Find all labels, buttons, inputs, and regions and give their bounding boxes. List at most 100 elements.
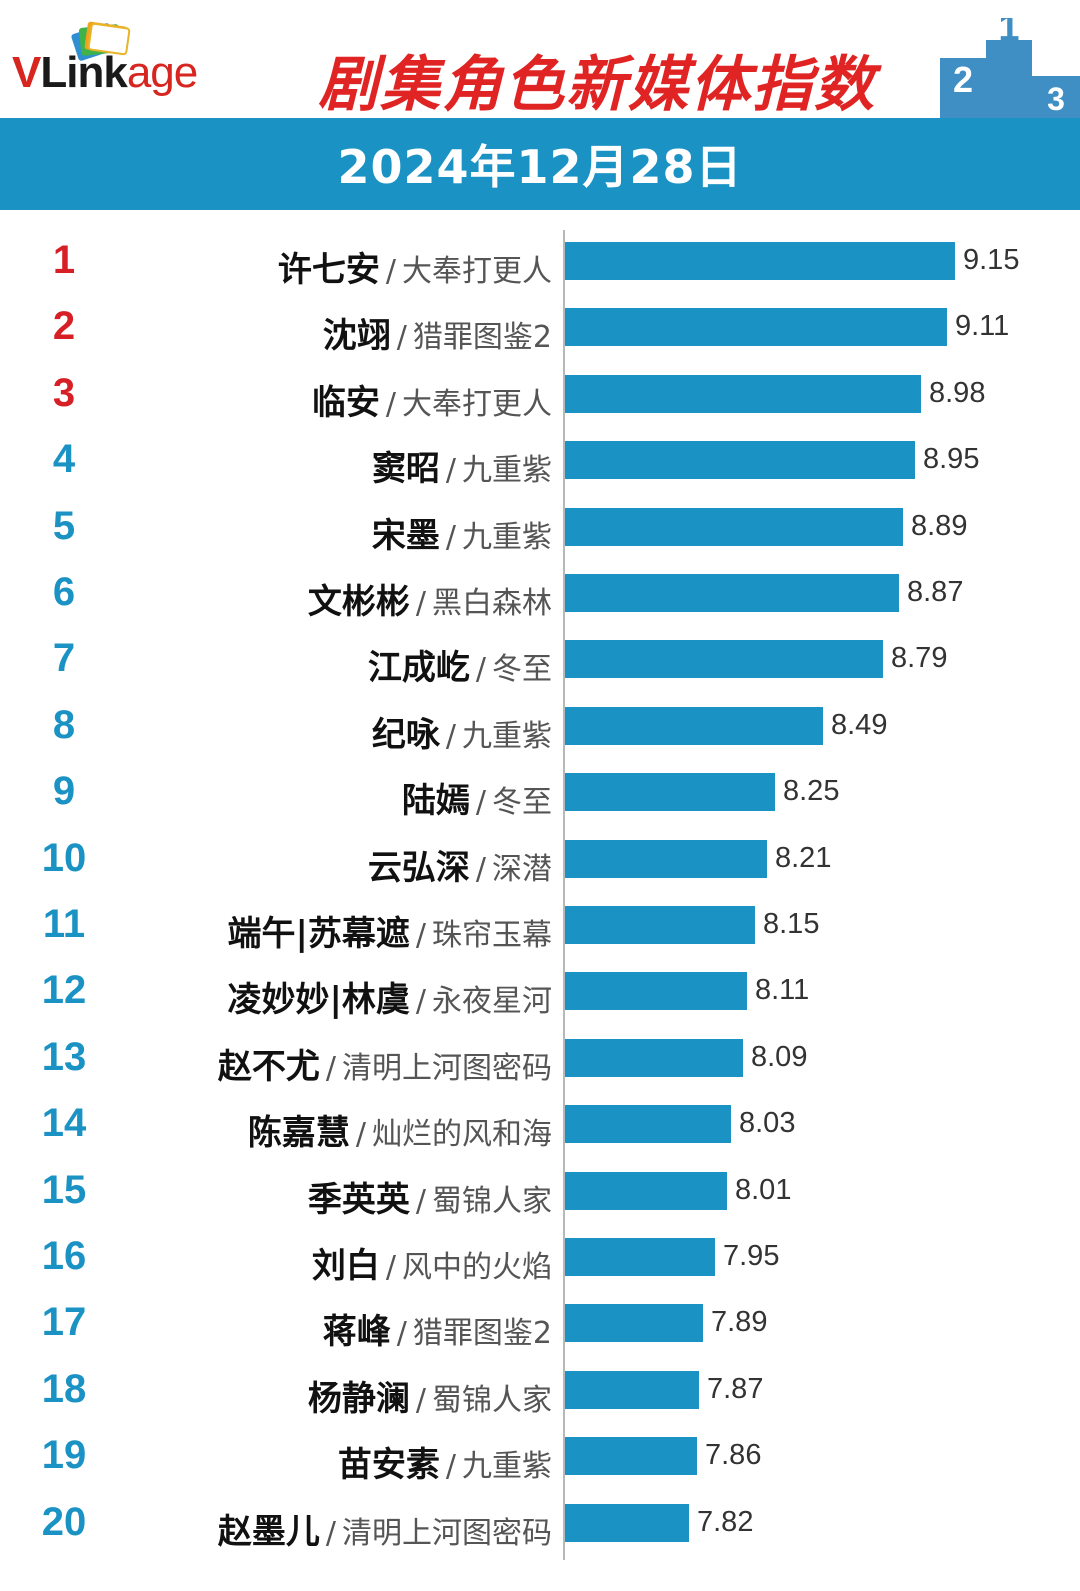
chart-row: 5 宋墨 / 九重紫 8.89 (0, 498, 1080, 564)
chart-axis (563, 230, 565, 1560)
label-separator: / (325, 1050, 336, 1086)
drama-title: 清明上河图密码 (342, 1515, 552, 1551)
character-name: 沈翊 (322, 316, 391, 357)
bar (565, 374, 921, 413)
data-label: 7.86 (705, 1439, 762, 1472)
bar (565, 1370, 699, 1409)
category-label: 凌妙妙|林虞 / 永夜星河 (227, 972, 552, 1021)
rank-number: 13 (41, 1034, 87, 1079)
drama-title: 猎罪图鉴2 (412, 1316, 552, 1352)
drama-title: 蜀锦人家 (432, 1382, 552, 1418)
category-label: 赵墨儿 / 清明上河图密码 (218, 1504, 552, 1553)
podium-icon: 2 1 3 (940, 18, 1080, 118)
svg-text:2: 2 (953, 59, 973, 100)
category-label: 陆嫣 / 冬至 (402, 773, 552, 822)
bar (565, 640, 883, 679)
drama-title: 九重紫 (462, 718, 552, 754)
character-name: 临安 (311, 382, 380, 423)
chart-row: 19 苗安素 / 九重紫 7.86 (0, 1427, 1080, 1493)
chart-row: 10 云弘深 / 深潜 8.21 (0, 830, 1080, 896)
data-label: 9.11 (955, 310, 1010, 343)
rank-number: 10 (41, 835, 87, 880)
label-separator: / (475, 652, 486, 688)
rank-number: 15 (41, 1167, 87, 1212)
character-name: 陆嫣 (401, 781, 470, 822)
bar (565, 839, 767, 878)
chart-row: 7 江成屹 / 冬至 8.79 (0, 630, 1080, 696)
drama-title: 大奉打更人 (402, 386, 552, 422)
rank-number: 1 (52, 238, 76, 282)
character-name: 窦昭 (371, 449, 440, 490)
rank-number: 16 (41, 1234, 87, 1278)
label-separator: / (396, 320, 407, 356)
drama-title: 灿烂的风和海 (372, 1117, 552, 1153)
header: VLinkage 剧集角色新媒体指数 2 1 3 (0, 0, 1080, 120)
rank-number: 19 (41, 1433, 87, 1478)
category-label: 许七安 / 大奉打更人 (278, 242, 552, 291)
category-label: 杨静澜 / 蜀锦人家 (308, 1371, 552, 1420)
character-name: 季英英 (307, 1179, 410, 1220)
character-name: 赵墨儿 (217, 1511, 320, 1552)
data-label: 8.25 (783, 775, 840, 808)
bar (565, 1105, 731, 1144)
character-name: 凌妙妙|林虞 (227, 980, 410, 1021)
character-name: 纪咏 (371, 714, 440, 755)
logo-cards-icon (71, 21, 131, 61)
rank-number: 6 (52, 570, 76, 614)
label-separator: / (325, 1515, 336, 1551)
label-separator: / (385, 386, 396, 422)
rank-number: 8 (52, 702, 76, 747)
bar (565, 308, 947, 347)
chart-row: 14 陈嘉慧 / 灿烂的风和海 8.03 (0, 1095, 1080, 1161)
category-label: 文彬彬 / 黑白森林 (308, 574, 552, 623)
data-label: 8.21 (775, 841, 832, 874)
chart-row: 15 季英英 / 蜀锦人家 8.01 (0, 1162, 1080, 1228)
label-separator: / (415, 918, 426, 953)
category-label: 刘白 / 风中的火焰 (312, 1238, 552, 1287)
svg-text:1: 1 (998, 18, 1019, 49)
rank-number: 17 (41, 1300, 87, 1345)
data-label: 8.01 (735, 1173, 792, 1206)
character-name: 蒋峰 (322, 1312, 391, 1353)
drama-title: 冬至 (492, 652, 552, 688)
character-name: 江成屹 (367, 648, 470, 689)
character-name: 许七安 (277, 250, 380, 290)
data-label: 7.89 (711, 1306, 768, 1339)
drama-title: 大奉打更人 (402, 254, 552, 289)
drama-title: 珠帘玉幕 (432, 918, 552, 953)
label-separator: / (385, 1250, 396, 1285)
drama-title: 永夜星河 (432, 984, 552, 1020)
bar (565, 773, 775, 812)
data-label: 8.79 (891, 642, 948, 675)
chart-row: 16 刘白 / 风中的火焰 7.95 (0, 1228, 1080, 1294)
bar (565, 1238, 715, 1276)
label-separator: / (415, 586, 426, 621)
svg-text:3: 3 (1047, 81, 1065, 117)
category-label: 宋墨 / 九重紫 (372, 508, 552, 557)
label-separator: / (385, 254, 396, 289)
drama-title: 蜀锦人家 (432, 1183, 552, 1219)
category-label: 沈翊 / 猎罪图鉴2 (323, 308, 552, 357)
chart-row: 3 临安 / 大奉打更人 8.98 (0, 365, 1080, 431)
character-name: 宋墨 (371, 515, 440, 556)
chart-row: 9 陆嫣 / 冬至 8.25 (0, 763, 1080, 829)
rank-number: 9 (52, 769, 76, 814)
category-label: 纪咏 / 九重紫 (372, 707, 552, 756)
label-separator: / (445, 718, 456, 754)
data-label: 7.95 (723, 1240, 780, 1272)
bar (565, 1304, 703, 1343)
label-separator: / (445, 519, 456, 555)
bar (565, 441, 915, 480)
label-separator: / (445, 453, 456, 489)
chart-row: 4 窦昭 / 九重紫 8.95 (0, 431, 1080, 497)
label-separator: / (475, 785, 486, 821)
character-name: 杨静澜 (307, 1378, 410, 1419)
drama-title: 黑白森林 (432, 586, 552, 621)
bar (565, 706, 823, 745)
rank-number: 18 (41, 1366, 87, 1411)
chart-row: 6 文彬彬 / 黑白森林 8.87 (0, 564, 1080, 630)
character-name: 刘白 (311, 1246, 380, 1286)
rank-number: 3 (52, 370, 76, 415)
label-separator: / (415, 1183, 426, 1219)
rank-number: 5 (52, 503, 76, 548)
